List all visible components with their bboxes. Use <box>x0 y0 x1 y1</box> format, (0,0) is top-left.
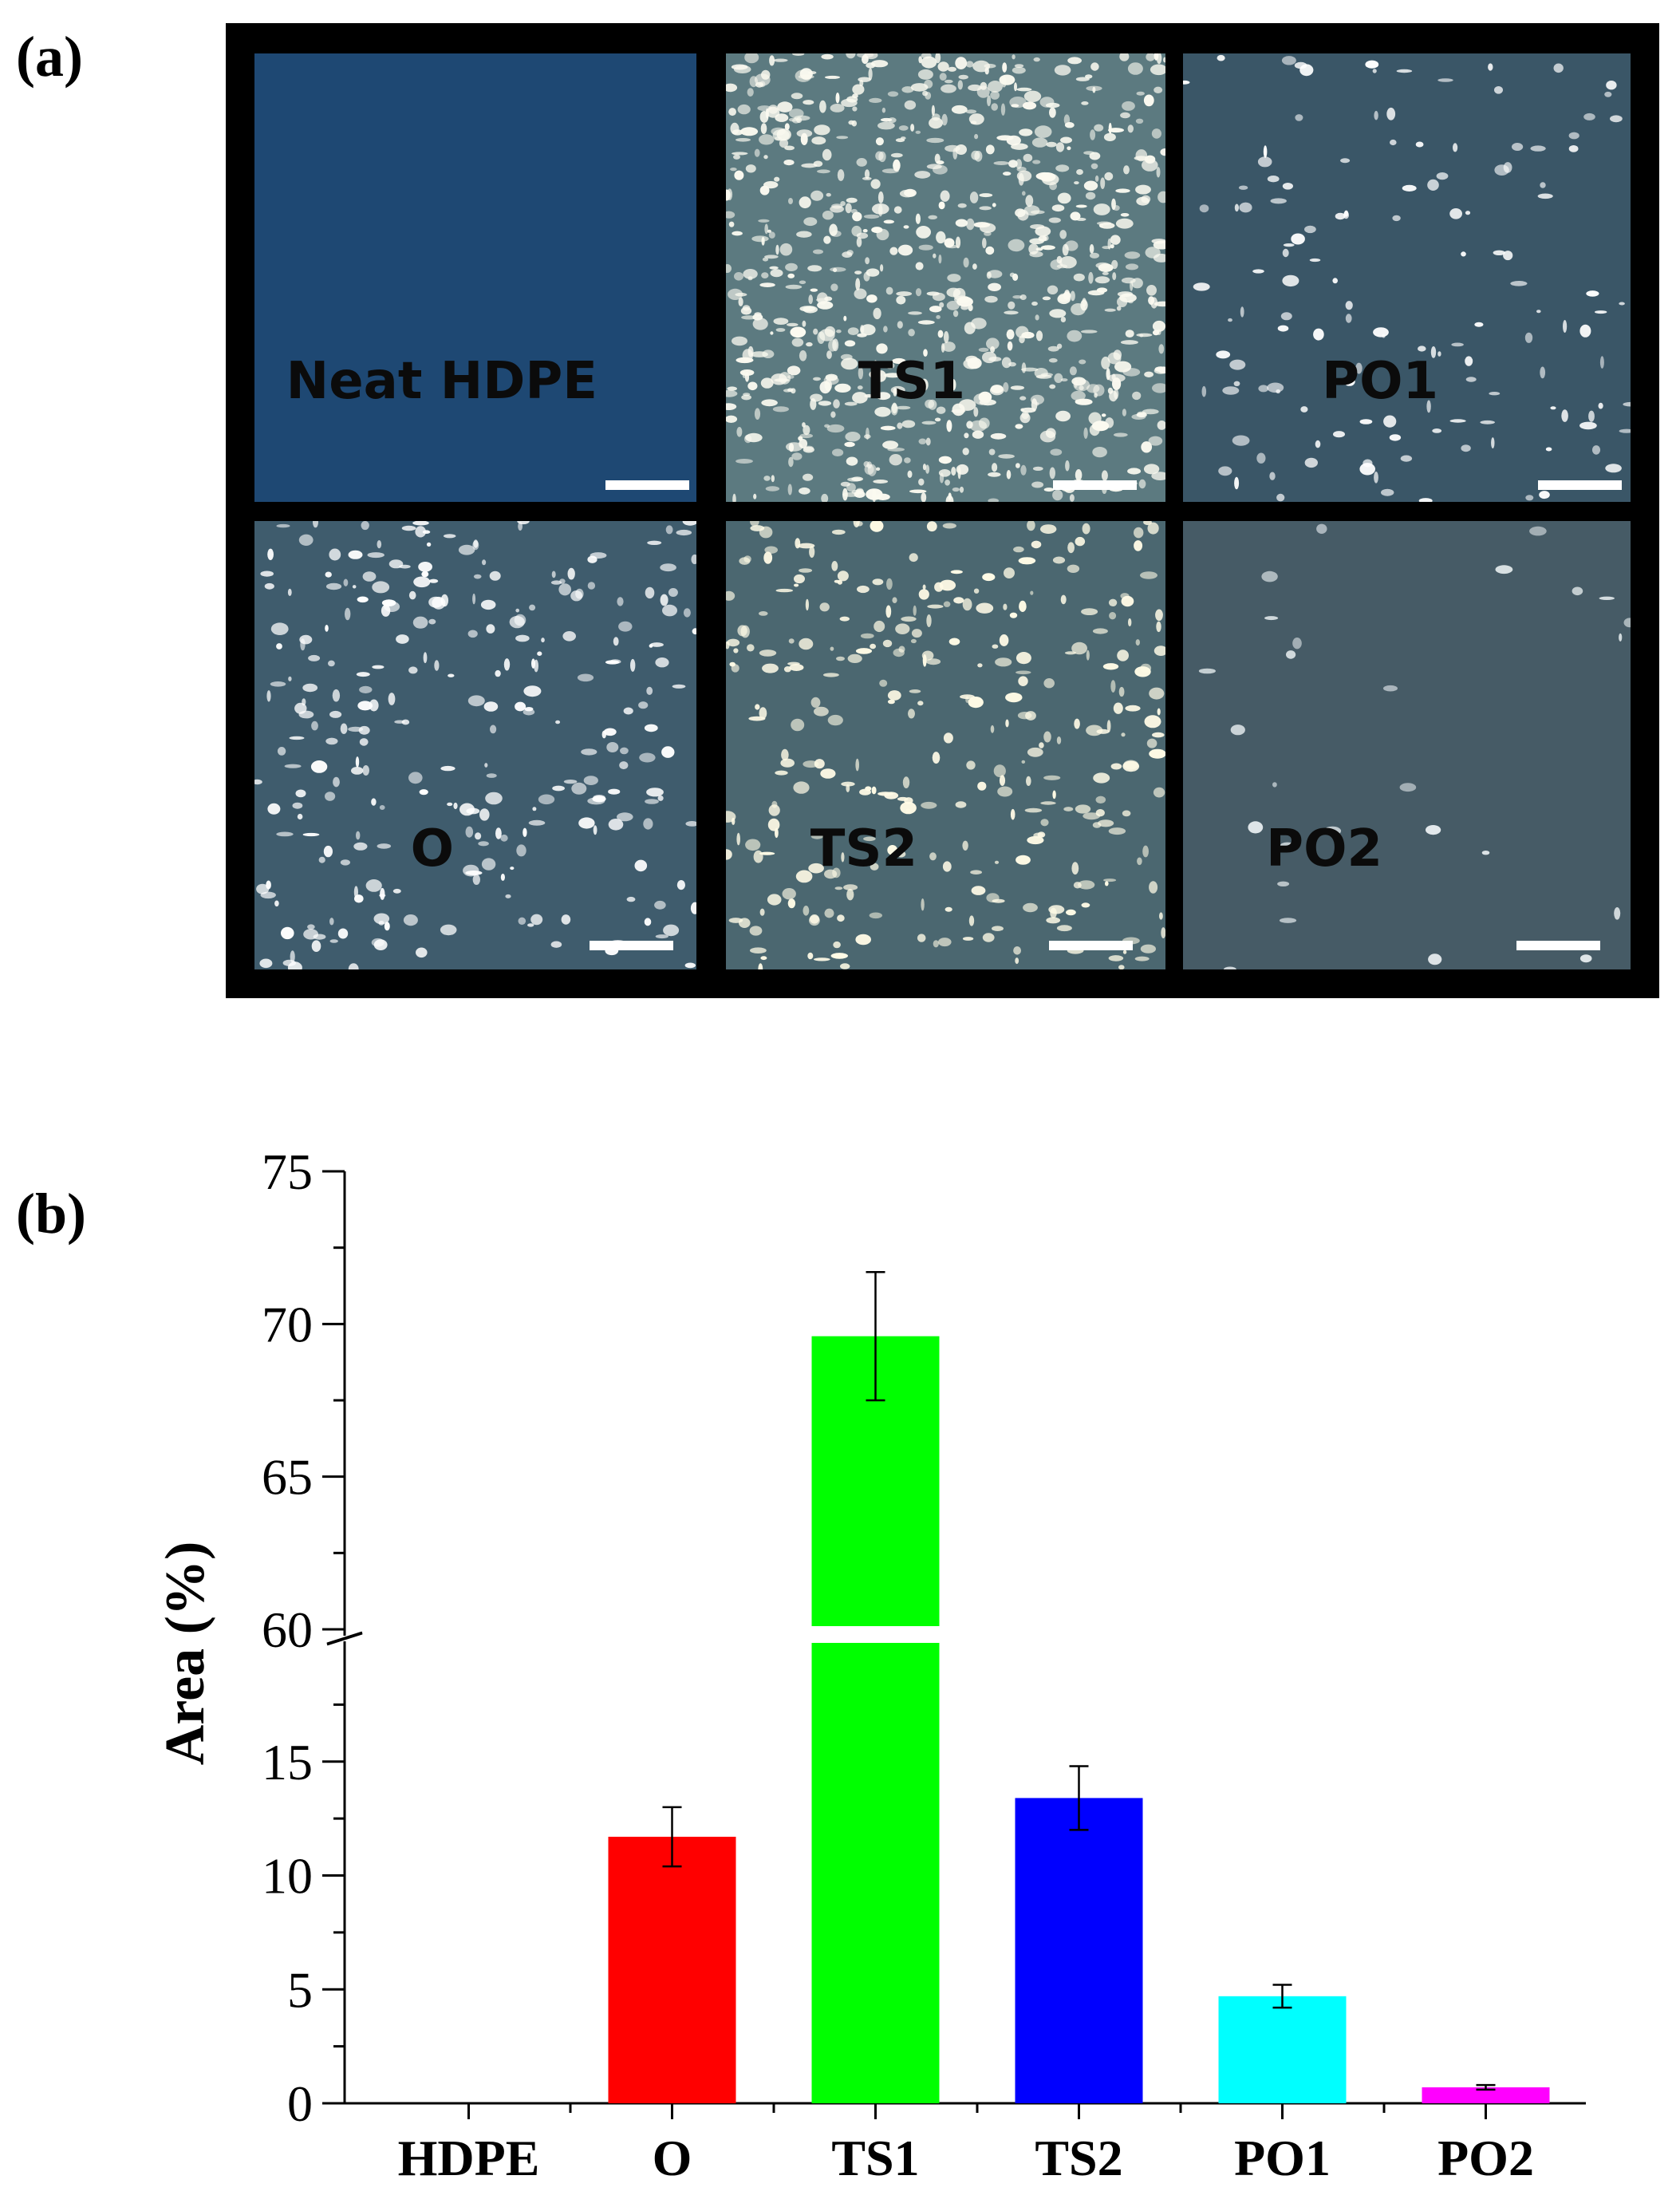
particle-texture <box>1198 523 1631 969</box>
scale-bar <box>590 941 673 950</box>
scale-bar <box>1538 480 1622 490</box>
micrograph-grid: Neat HDPE TS1 PO1 O TS2 PO2 <box>226 23 1659 998</box>
x-tick-label: TS1 <box>831 2130 919 2186</box>
micrograph-tile: PO2 <box>1183 521 1631 969</box>
bar <box>1015 1798 1143 2103</box>
particle-texture <box>254 53 696 502</box>
axis-break-mark <box>326 1631 363 1645</box>
panel-a-label: (a) <box>16 25 83 89</box>
scale-bar <box>1516 941 1600 950</box>
bar <box>1218 1996 1347 2103</box>
panel-b-label: (b) <box>16 1182 86 1246</box>
x-tick-label: PO2 <box>1437 2130 1534 2186</box>
y-tick-label: 5 <box>287 1961 313 2018</box>
y-tick-label: 75 <box>262 1143 313 1200</box>
scale-bar <box>1053 480 1137 490</box>
particle-texture <box>1183 54 1631 502</box>
y-axis-label: Area (%) <box>155 1542 216 1766</box>
sample-label: Neat HDPE <box>286 352 597 411</box>
particle-texture <box>254 521 696 969</box>
bar <box>1422 2087 1550 2103</box>
bar <box>608 1836 736 2103</box>
y-tick-label: 70 <box>262 1296 313 1352</box>
x-tick-label: HDPE <box>398 2130 540 2186</box>
area-bar-chart: 0 5 10 15 60 65 70 75 Area (%) HDPE O TS1 TS2 PO1 PO2 <box>155 1143 1586 2186</box>
micrograph-tile: Neat HDPE <box>254 53 696 502</box>
y-tick-label: 10 <box>262 1848 313 1905</box>
sample-label: O <box>410 819 454 878</box>
scale-bar <box>605 480 689 490</box>
x-tick-label: O <box>653 2130 692 2186</box>
sample-label: PO1 <box>1322 352 1438 411</box>
sample-label: TS1 <box>858 352 965 411</box>
y-tick-label: 15 <box>262 1734 313 1791</box>
micrograph-tile: TS1 <box>726 53 1165 502</box>
x-tick-label: TS2 <box>1035 2130 1122 2186</box>
bar <box>811 1643 940 2103</box>
y-tick-label: 0 <box>287 2075 313 2132</box>
y-tick-label: 60 <box>262 1601 313 1658</box>
x-tick-label: PO1 <box>1234 2130 1331 2186</box>
particle-texture <box>726 53 1165 502</box>
sample-label: PO2 <box>1266 819 1382 878</box>
y-tick-label: 65 <box>262 1449 313 1506</box>
particle-texture <box>726 521 1165 969</box>
micrograph-tile: TS2 <box>726 521 1165 969</box>
sample-label: TS2 <box>810 819 917 878</box>
micrograph-tile: PO1 <box>1183 53 1631 502</box>
micrograph-tile: O <box>254 521 696 969</box>
scale-bar <box>1049 941 1133 950</box>
